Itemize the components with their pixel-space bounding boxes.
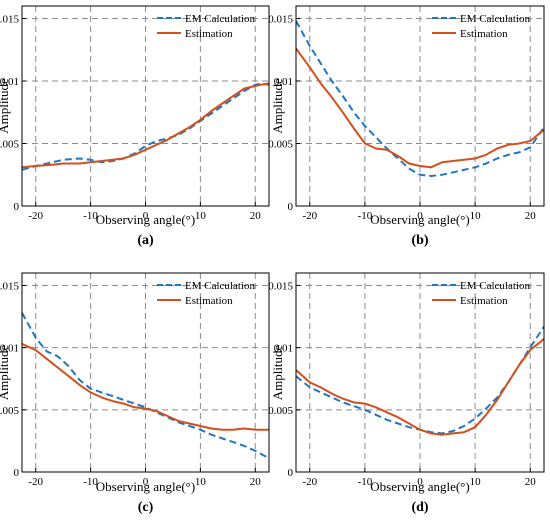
y-tick-label: 0.005 <box>0 405 20 417</box>
y-tick-label: 0.015 <box>268 280 293 292</box>
y-tick-label: 0 <box>14 201 20 213</box>
legend-label: EM Calculation <box>185 280 255 292</box>
y-tick-label: 0.01 <box>274 343 293 355</box>
panel-caption: (b) <box>411 233 428 248</box>
x-tick-label: 20 <box>250 210 262 222</box>
y-tick-label: 0.01 <box>0 343 19 355</box>
legend-label: Estimation <box>460 295 508 307</box>
x-axis-label: Observing angle(°) <box>370 479 469 494</box>
x-tick-label: -10 <box>83 476 98 488</box>
series-line-em-calculation <box>22 312 269 460</box>
x-tick-label: 10 <box>195 210 207 222</box>
series-line-estimation <box>22 82 269 169</box>
y-tick-label: 0.01 <box>274 76 293 88</box>
legend-label: EM Calculation <box>460 280 530 292</box>
y-tick-label: 0.015 <box>0 14 20 26</box>
x-tick-label: 10 <box>470 210 482 222</box>
y-tick-label: 0 <box>288 467 294 479</box>
x-tick-label: -20 <box>28 476 43 488</box>
x-tick-label: 20 <box>525 476 537 488</box>
x-axis-label: Observing angle(°) <box>96 212 195 227</box>
x-axis-label: Observing angle(°) <box>96 479 195 494</box>
series-line-estimation <box>296 338 544 436</box>
x-tick-label: 0 <box>143 476 149 488</box>
x-tick-label: 10 <box>195 476 207 488</box>
x-tick-label: 0 <box>143 210 149 222</box>
y-tick-label: 0.01 <box>0 76 19 88</box>
legend-label: Estimation <box>185 28 233 40</box>
x-tick-label: -20 <box>302 210 317 222</box>
chart-panel-d: -20 -10 0 10 20 0 0.005 0.01 0.015 Observing angl… <box>268 272 545 515</box>
chart-panel-c: -20 -10 0 10 20 0 0.005 0.01 0.015 Observing angl… <box>0 272 270 515</box>
x-axis-label: Observing angle(°) <box>370 212 469 227</box>
x-tick-label: -10 <box>358 210 373 222</box>
y-tick-label: 0.005 <box>0 139 20 151</box>
legend-label: EM Calculation <box>185 13 255 25</box>
y-axis-label: Amplitude <box>0 344 11 400</box>
y-tick-label: 0 <box>14 467 20 479</box>
y-tick-label: 0.015 <box>0 280 20 292</box>
panel-caption: (c) <box>138 500 154 515</box>
legend-label: Estimation <box>185 295 233 307</box>
panel-caption: (a) <box>137 233 154 248</box>
y-axis-label: Amplitude <box>270 78 285 134</box>
chart-panel-b: -20 -10 0 10 20 0 0.005 0.01 0.015 Observing angl… <box>268 5 545 248</box>
legend-label: EM Calculation <box>460 13 530 25</box>
x-tick-label: 10 <box>470 476 482 488</box>
chart-panel-a: -20 -10 0 10 20 0 0.005 0.01 0.015 Observing angl… <box>0 5 270 248</box>
y-tick-label: 0.005 <box>268 405 293 417</box>
series-line-em-calculation <box>296 20 544 177</box>
x-tick-label: 20 <box>250 476 262 488</box>
panel-caption: (d) <box>411 500 428 515</box>
x-tick-label: -10 <box>358 476 373 488</box>
y-tick-label: 0.005 <box>268 139 293 151</box>
x-tick-label: 20 <box>525 210 537 222</box>
y-tick-label: 0.015 <box>268 14 293 26</box>
series-line-estimation <box>22 342 269 431</box>
series-line-em-calculation <box>22 82 269 171</box>
series-line-estimation <box>296 47 544 169</box>
x-tick-label: 0 <box>417 210 423 222</box>
x-tick-label: -20 <box>302 476 317 488</box>
x-tick-label: -10 <box>83 210 98 222</box>
y-axis-label: Amplitude <box>270 344 285 400</box>
x-tick-label: -20 <box>28 210 43 222</box>
legend-label: Estimation <box>460 28 508 40</box>
y-axis-label: Amplitude <box>0 78 11 134</box>
x-tick-label: 0 <box>417 476 423 488</box>
y-tick-label: 0 <box>288 201 294 213</box>
